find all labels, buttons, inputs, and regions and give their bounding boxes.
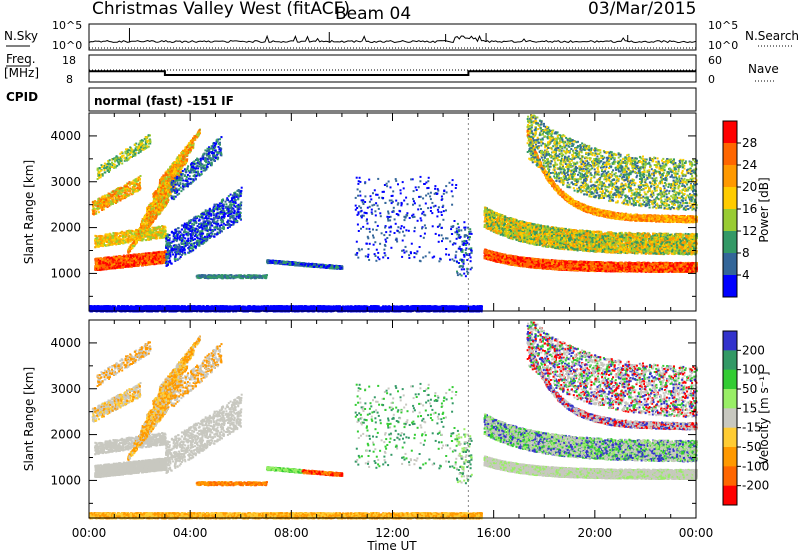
noise-tick-bot-left: 10^0 — [52, 39, 82, 52]
power-data — [89, 113, 698, 313]
nave-tick-top: 60 — [708, 54, 722, 67]
nsky-label: N.Sky — [4, 29, 38, 43]
freq-tick-bot: 8 — [66, 73, 73, 86]
freq-label-1: Freq. — [6, 52, 36, 66]
noise-panel: 10^5 10^0 10^5 10^0 N.Sky N.Search — [4, 19, 799, 52]
beam-label: Beam 04 — [335, 4, 411, 24]
freq-panel: 18 8 60 0 Freq. [MHz] Nave — [4, 52, 779, 86]
cpid-panel: CPID normal (fast) -151 IF — [6, 88, 696, 111]
noise-tick-top-right: 10^5 — [708, 19, 738, 32]
noise-tick-top-left: 10^5 — [52, 19, 82, 32]
rti-figure: Christmas Valley West (fitACF) Beam 04 0… — [0, 0, 800, 554]
noise-tick-bot-right: 10^0 — [708, 39, 738, 52]
freq-label-2: [MHz] — [4, 66, 39, 80]
nsky-line — [89, 36, 696, 43]
cpid-label: CPID — [6, 90, 38, 104]
nave-label: Nave — [748, 62, 779, 76]
freq-line — [89, 71, 696, 75]
nsearch-label: N.Search — [745, 29, 799, 43]
date-label: 03/Mar/2015 — [588, 0, 696, 19]
nave-tick-bot: 0 — [708, 73, 715, 86]
station-title: Christmas Valley West (fitACF) — [92, 0, 350, 19]
cpid-text: normal (fast) -151 IF — [94, 94, 234, 108]
freq-tick-top: 18 — [62, 54, 76, 67]
